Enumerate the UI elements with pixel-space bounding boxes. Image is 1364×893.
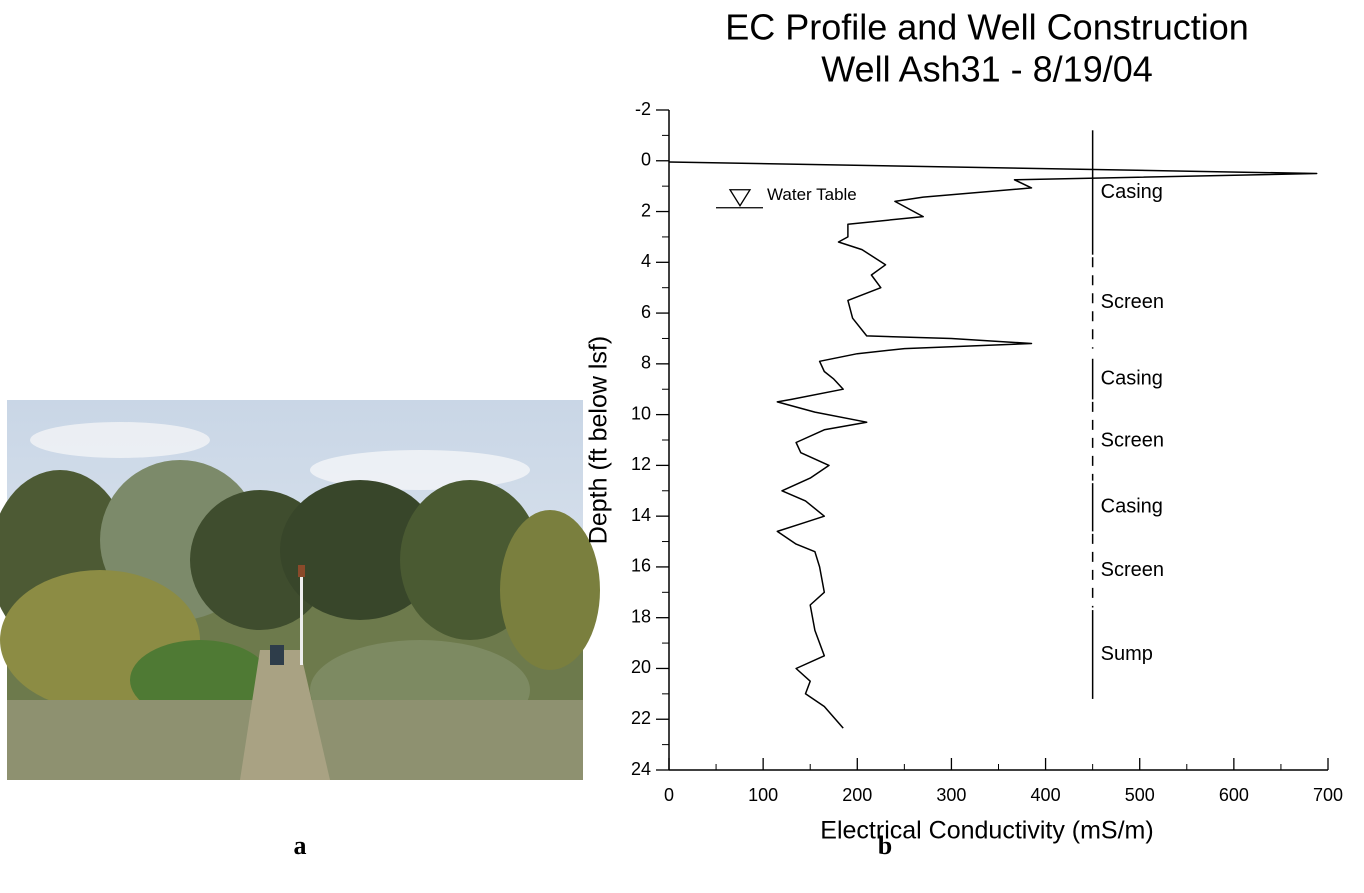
water-table-symbol <box>728 189 752 207</box>
y-tick-label: -2 <box>635 99 651 119</box>
x-tick-label: 0 <box>664 785 674 805</box>
x-tick-label: 200 <box>842 785 872 805</box>
well-label: Screen <box>1101 291 1164 313</box>
y-tick-label: 0 <box>641 150 651 170</box>
y-tick-label: 10 <box>631 403 651 423</box>
y-tick-label: 8 <box>641 353 651 373</box>
x-tick-label: 100 <box>748 785 778 805</box>
y-tick-label: 18 <box>631 606 651 626</box>
chart-title: Well Ash31 - 8/19/04 <box>821 49 1153 90</box>
x-tick-label: 700 <box>1313 785 1343 805</box>
y-tick-label: 14 <box>631 505 651 525</box>
well-label: Sump <box>1101 643 1153 665</box>
x-tick-label: 300 <box>936 785 966 805</box>
water-table-label: Water Table <box>767 185 857 204</box>
photo-caption: a <box>294 831 307 860</box>
well-label: Casing <box>1101 496 1163 518</box>
well-label: Casing <box>1101 181 1163 203</box>
y-tick-label: 4 <box>641 251 651 271</box>
y-tick-label: 6 <box>641 302 651 322</box>
y-tick-label: 2 <box>641 200 651 220</box>
chart-caption: b <box>878 831 892 860</box>
y-tick-label: 22 <box>631 708 651 728</box>
chart-title: EC Profile and Well Construction <box>725 7 1249 48</box>
x-tick-label: 600 <box>1219 785 1249 805</box>
x-tick-label: 500 <box>1125 785 1155 805</box>
y-tick-label: 24 <box>631 759 651 779</box>
y-axis-label: Depth (ft below lsf) <box>585 336 613 544</box>
photo <box>0 400 600 780</box>
y-tick-label: 16 <box>631 556 651 576</box>
x-axis-label: Electrical Conductivity (mS/m) <box>820 817 1153 845</box>
well-label: Screen <box>1101 430 1164 452</box>
ec-profile <box>668 161 1318 729</box>
well-label: Casing <box>1101 367 1163 389</box>
y-tick-label: 12 <box>631 454 651 474</box>
y-tick-label: 20 <box>631 657 651 677</box>
well-label: Screen <box>1101 559 1164 581</box>
x-tick-label: 400 <box>1031 785 1061 805</box>
